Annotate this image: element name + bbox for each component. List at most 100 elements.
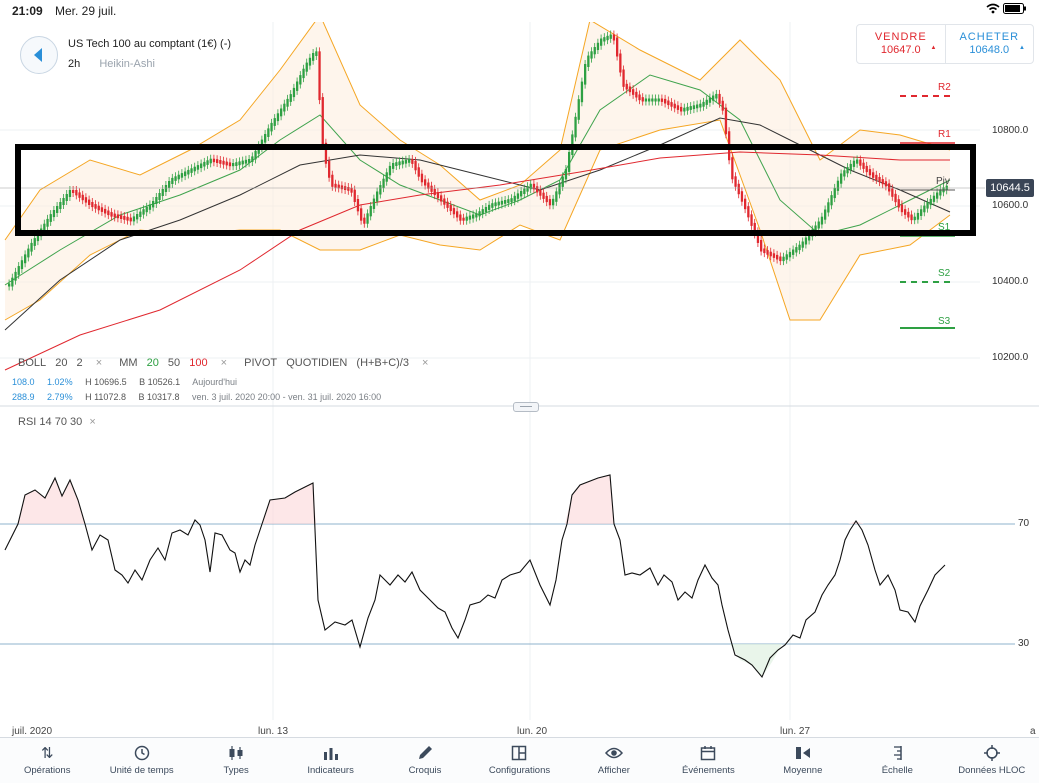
back-button[interactable] bbox=[20, 36, 58, 74]
buy-button[interactable]: ACHETER 10648.0 ▲ bbox=[946, 25, 1034, 63]
toolbar-hloc-data[interactable]: Données HLOC bbox=[945, 738, 1039, 783]
candle-body bbox=[692, 105, 696, 110]
candle-body bbox=[72, 190, 75, 193]
candle-body bbox=[846, 167, 849, 174]
candle-body bbox=[372, 198, 376, 209]
candle-body bbox=[347, 187, 350, 191]
pivot-remove-icon[interactable]: × bbox=[422, 357, 429, 369]
toolbar-label: Échelle bbox=[881, 765, 913, 776]
candle-body bbox=[36, 233, 40, 242]
pivot-r2-label: R2 bbox=[938, 82, 951, 93]
candle-body bbox=[65, 194, 68, 201]
toolbar-scale[interactable]: Échelle bbox=[850, 738, 944, 783]
candle-body bbox=[353, 189, 356, 202]
candle-body bbox=[462, 217, 465, 221]
toolbar-indicators[interactable]: Indicateurs bbox=[283, 738, 377, 783]
candle-body bbox=[193, 166, 196, 172]
toolbar-label: Données HLOC bbox=[958, 765, 1026, 776]
candle-body bbox=[417, 167, 420, 177]
pivot-label[interactable]: PIVOT bbox=[244, 357, 278, 369]
mm-param-2: 50 bbox=[167, 357, 181, 369]
candle-body bbox=[251, 156, 254, 162]
candle-body bbox=[107, 210, 110, 216]
candle-body bbox=[292, 87, 296, 98]
candle-body bbox=[763, 248, 766, 254]
instrument-title: US Tech 100 au comptant (1€) (-) bbox=[68, 38, 232, 50]
candle-body bbox=[872, 172, 875, 178]
candle-body bbox=[849, 163, 852, 171]
candle-body bbox=[590, 51, 593, 59]
candle-body bbox=[75, 190, 78, 196]
candle-body bbox=[753, 222, 756, 235]
wifi-icon bbox=[986, 3, 1000, 14]
stats-low: B 10526.1 bbox=[139, 377, 181, 387]
status-bar: 21:09 Mer. 29 juil. bbox=[0, 0, 1039, 22]
candle-body bbox=[299, 75, 302, 85]
toolbar-operations[interactable]: ⇅ Opérations bbox=[0, 738, 94, 783]
candle-body bbox=[328, 160, 331, 178]
candle-body bbox=[494, 202, 497, 207]
candle-body bbox=[574, 116, 577, 138]
candle-body bbox=[244, 159, 248, 164]
candle-body bbox=[939, 189, 942, 196]
candle-body bbox=[654, 98, 657, 102]
candle-body bbox=[308, 57, 312, 66]
candle-body bbox=[497, 201, 500, 206]
rsi-remove-icon[interactable]: × bbox=[89, 416, 96, 428]
candle-body bbox=[110, 212, 113, 217]
candle-body bbox=[385, 172, 388, 182]
candle-body bbox=[120, 215, 123, 219]
pane-resize-handle[interactable] bbox=[513, 402, 539, 412]
candle-body bbox=[859, 159, 862, 166]
rsi-param-3: 30 bbox=[70, 416, 83, 428]
candle-body bbox=[209, 158, 212, 164]
toolbar-display[interactable]: Afficher bbox=[567, 738, 661, 783]
candle-body bbox=[484, 206, 488, 213]
candle-body bbox=[593, 47, 596, 55]
toolbar-configurations[interactable]: Configurations bbox=[472, 738, 566, 783]
sell-button[interactable]: VENDRE 10647.0 ▲ bbox=[857, 25, 946, 63]
toolbar-types[interactable]: Types bbox=[189, 738, 283, 783]
candle-body bbox=[350, 187, 353, 193]
candle-body bbox=[923, 205, 926, 213]
rsi-legend: RSI 14 70 30 × bbox=[18, 416, 96, 428]
rsi-label[interactable]: RSI bbox=[18, 416, 37, 428]
candle-body bbox=[824, 209, 827, 220]
candle-body bbox=[907, 211, 910, 218]
battery-icon bbox=[1003, 3, 1026, 14]
candle-body bbox=[273, 118, 276, 126]
boll-label[interactable]: BOLL bbox=[18, 357, 47, 369]
candle-body bbox=[708, 97, 712, 103]
sell-label: VENDRE bbox=[874, 31, 927, 43]
toolbar-average[interactable]: Moyenne bbox=[756, 738, 850, 783]
candle-body bbox=[724, 107, 728, 135]
candle-body bbox=[817, 221, 820, 229]
candle-body bbox=[529, 183, 532, 190]
candle-body bbox=[616, 37, 619, 57]
toolbar-drawing[interactable]: Croquis bbox=[378, 738, 472, 783]
mm-remove-icon[interactable]: × bbox=[220, 357, 228, 369]
chart-style[interactable]: Heikin-Ashi bbox=[99, 58, 155, 70]
candle-body bbox=[852, 160, 856, 167]
mm-label[interactable]: MM bbox=[119, 357, 138, 369]
candle-body bbox=[190, 168, 193, 173]
boll-remove-icon[interactable]: × bbox=[95, 357, 103, 369]
toolbar-timeframe[interactable]: Unité de temps bbox=[94, 738, 188, 783]
candle-body bbox=[548, 199, 552, 206]
candle-body bbox=[673, 103, 676, 109]
candle-body bbox=[340, 185, 344, 190]
candle-body bbox=[814, 225, 817, 233]
chart-canvas[interactable] bbox=[0, 22, 1039, 737]
calendar-icon bbox=[700, 744, 716, 762]
timeframe[interactable]: 2h bbox=[68, 58, 81, 70]
candle-body bbox=[420, 173, 424, 183]
candle-body bbox=[270, 122, 273, 132]
toolbar-events[interactable]: Événements bbox=[661, 738, 755, 783]
candle-body bbox=[766, 250, 769, 255]
candle-body bbox=[280, 108, 283, 117]
mm-param-3: 100 bbox=[189, 357, 208, 369]
candle-body bbox=[17, 266, 20, 275]
toolbar-label: Indicateurs bbox=[307, 765, 354, 776]
candle-body bbox=[884, 181, 888, 187]
candle-body bbox=[81, 194, 84, 201]
